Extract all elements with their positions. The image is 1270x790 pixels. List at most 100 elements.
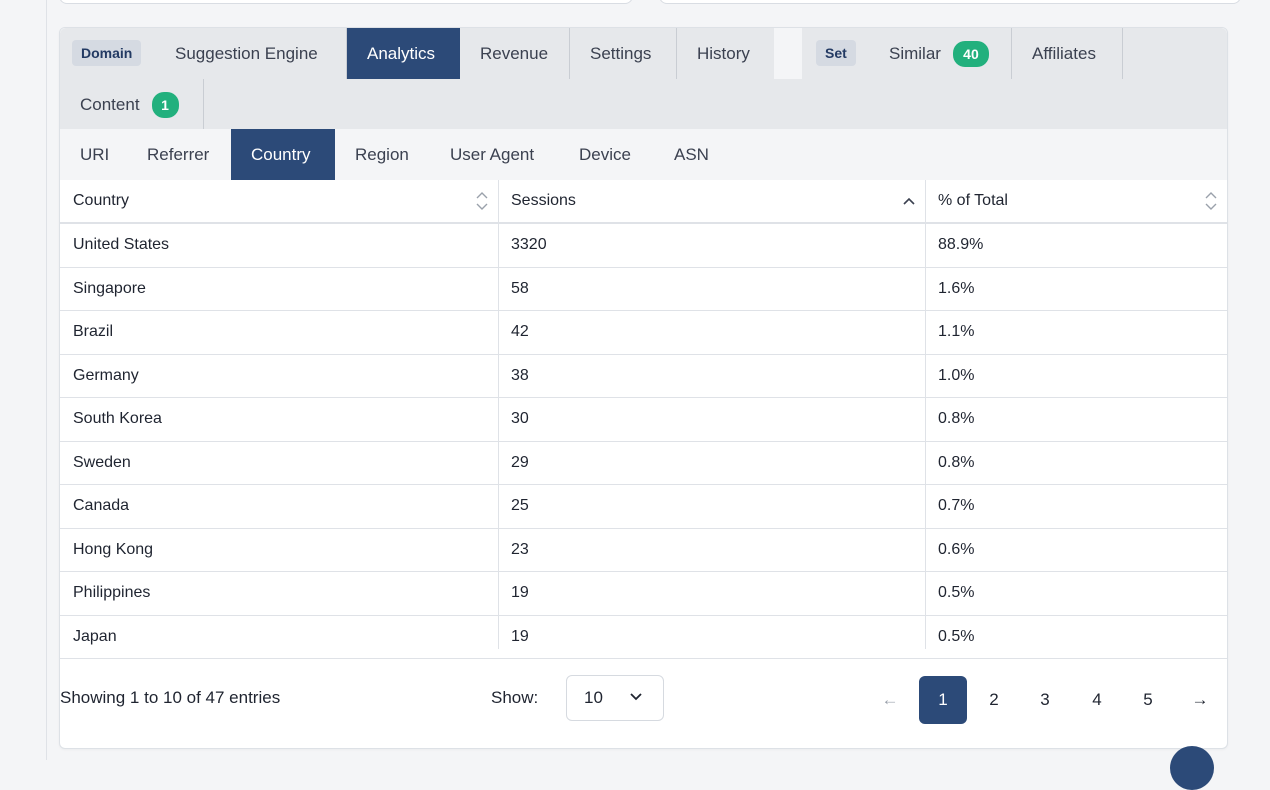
cell-percent: 88.9% <box>938 236 984 253</box>
content-count-badge: 1 <box>151 91 179 118</box>
cell-country: Germany <box>73 366 139 384</box>
cell-country: Philippines <box>73 584 151 601</box>
subtab-country[interactable]: Country <box>231 129 335 180</box>
page-size-label: Show: <box>491 688 539 707</box>
cell-percent: 1.6% <box>938 279 975 297</box>
column-divider <box>925 180 926 649</box>
tab-settings[interactable]: Settings <box>570 28 677 79</box>
column-label: Sessions <box>511 192 576 209</box>
subtab-label: ASN <box>674 144 709 164</box>
cell-country: United States <box>73 236 170 253</box>
cell-country: South Korea <box>73 410 162 427</box>
domain-tag: Domain <box>72 40 142 66</box>
tab-suggestion-engine[interactable]: Suggestion Engine <box>155 28 347 79</box>
chevron-down-icon <box>630 693 642 701</box>
tab-label: Suggestion Engine <box>175 43 318 63</box>
cell-percent: 0.8% <box>938 453 975 471</box>
page-button-2[interactable]: 2 <box>989 690 999 709</box>
tab-label: Revenue <box>480 43 549 63</box>
tab-label: History <box>697 43 750 63</box>
tab-label: Similar <box>889 43 941 63</box>
cell-country: Sweden <box>73 453 131 471</box>
sort-both-icon <box>1205 192 1217 210</box>
table-row: Germany 38 1.0% <box>60 355 1227 398</box>
cell-country: Brazil <box>73 323 114 340</box>
page-size-value: 10 <box>584 688 603 707</box>
table-row: South Korea 30 0.8% <box>60 398 1227 442</box>
cell-sessions: 42 <box>511 323 529 340</box>
table-row: Hong Kong 23 0.6% <box>60 529 1227 572</box>
cell-country: Canada <box>73 497 130 514</box>
subtab-uri[interactable]: URI <box>60 129 127 180</box>
column-label: % of Total <box>938 192 1008 209</box>
subtab-label: URI <box>80 144 110 164</box>
cell-sessions: 58 <box>511 279 529 297</box>
page-button-5[interactable]: 5 <box>1143 690 1153 709</box>
cell-sessions: 25 <box>511 497 529 514</box>
cell-sessions: 19 <box>511 584 529 601</box>
sort-both-icon <box>476 192 488 210</box>
table-header: Country Sessions % of Total <box>60 180 1227 224</box>
table-body: United States 3320 88.9% Singapore 58 1.6% Bra… <box>60 224 1227 659</box>
table-row: United States 3320 88.9% <box>60 224 1227 268</box>
tab-label: Settings <box>590 43 652 63</box>
tab-history[interactable]: History <box>677 28 774 79</box>
cell-percent: 1.1% <box>938 323 975 340</box>
subtab-label: Referrer <box>147 144 210 164</box>
table-row: Brazil 42 1.1% <box>60 311 1227 355</box>
table-row: Canada 25 0.7% <box>60 485 1227 529</box>
floating-action-button[interactable] <box>1170 746 1214 790</box>
top-card-left <box>59 0 633 4</box>
subtab-user-agent[interactable]: User Agent <box>430 129 559 180</box>
tab-analytics[interactable]: Analytics <box>347 28 460 79</box>
subtab-region[interactable]: Region <box>335 129 430 180</box>
page-button-4[interactable]: 4 <box>1092 690 1102 709</box>
left-rail <box>0 0 47 760</box>
tab-affiliates[interactable]: Affiliates <box>1012 28 1123 79</box>
next-page-button[interactable]: → <box>1191 690 1209 709</box>
cell-percent: 0.8% <box>938 410 975 427</box>
tab-revenue[interactable]: Revenue <box>460 28 570 79</box>
subtab-asn[interactable]: ASN <box>654 129 734 180</box>
page-button-1[interactable]: 1 <box>919 676 967 724</box>
main-tab-bar: Domain Suggestion Engine Analytics Reven… <box>60 28 1227 130</box>
page-button-3[interactable]: 3 <box>1040 690 1050 709</box>
tab-label: Affiliates <box>1032 43 1096 63</box>
table-row: Japan 19 0.5% <box>60 616 1227 659</box>
similar-count-badge: 40 <box>952 40 989 67</box>
page-size-select[interactable]: 10 <box>566 675 664 721</box>
subtab-label: Country <box>251 144 311 164</box>
cell-sessions: 30 <box>511 410 529 427</box>
column-header-country[interactable]: Country <box>60 180 498 222</box>
subtab-label: Region <box>355 144 409 164</box>
cell-percent: 0.5% <box>938 584 975 601</box>
table-row: Sweden 29 0.8% <box>60 442 1227 485</box>
tab-gap <box>774 28 802 79</box>
subtab-referrer[interactable]: Referrer <box>127 129 231 180</box>
cell-sessions: 19 <box>511 627 529 645</box>
entries-summary: Showing 1 to 10 of 47 entries <box>60 688 281 707</box>
subtab-label: Device <box>579 144 631 164</box>
column-header-percent[interactable]: % of Total <box>925 180 1227 222</box>
tab-label: Analytics <box>367 43 436 63</box>
sort-ascending-icon <box>903 197 915 205</box>
table-row: Philippines 19 0.5% <box>60 572 1227 616</box>
top-card-right <box>659 0 1241 4</box>
column-label: Country <box>73 192 130 209</box>
cell-country: Hong Kong <box>73 540 154 558</box>
column-header-sessions[interactable]: Sessions <box>498 180 925 222</box>
analytics-panel: Domain Suggestion Engine Analytics Reven… <box>59 27 1228 749</box>
cell-sessions: 3320 <box>511 236 547 253</box>
subtab-label: User Agent <box>450 144 535 164</box>
cell-percent: 0.6% <box>938 540 975 558</box>
country-table: Country Sessions % of Total Uni <box>60 180 1227 659</box>
subtab-device[interactable]: Device <box>559 129 654 180</box>
tab-label: Content <box>80 94 140 114</box>
tab-similar[interactable]: Similar 40 <box>869 28 1012 79</box>
cell-percent: 0.5% <box>938 627 975 645</box>
tab-content[interactable]: Content 1 <box>60 79 204 130</box>
column-divider <box>498 180 499 649</box>
cell-percent: 0.7% <box>938 497 975 514</box>
cell-sessions: 23 <box>511 540 529 558</box>
prev-page-button[interactable]: ← <box>881 690 899 709</box>
